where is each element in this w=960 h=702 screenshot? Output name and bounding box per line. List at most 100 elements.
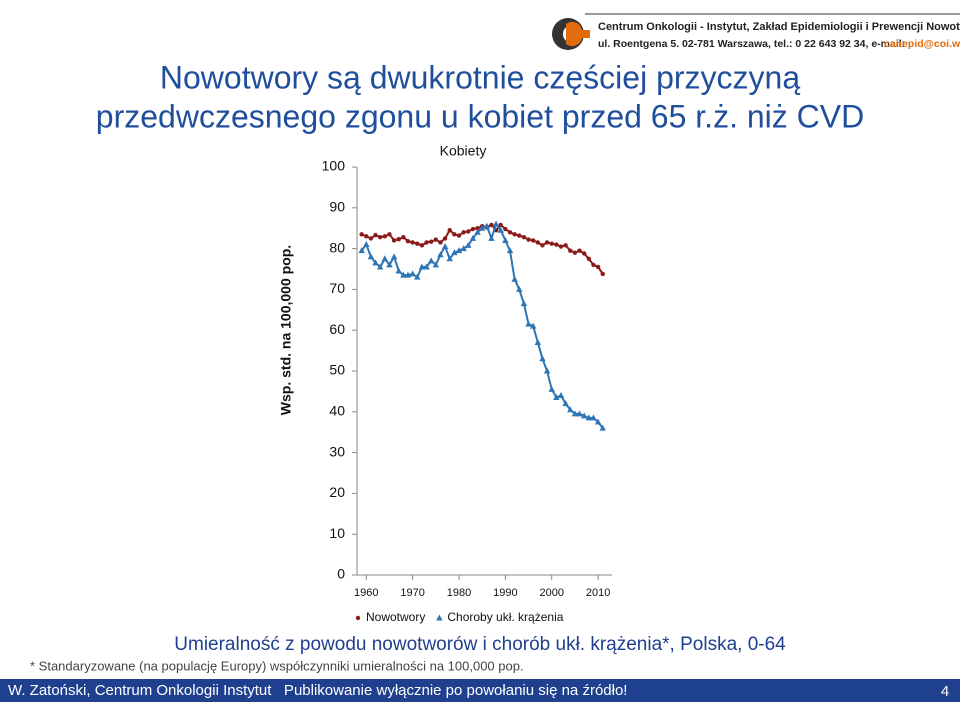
marker xyxy=(548,385,555,392)
footer-text: W. Zatoński, Centrum Onkologii Instytut … xyxy=(8,682,627,699)
logo xyxy=(566,21,590,47)
marker xyxy=(543,367,551,374)
marker xyxy=(460,245,467,252)
chart-title: Kobiety xyxy=(440,143,487,159)
marker xyxy=(530,238,536,243)
marker xyxy=(396,237,401,242)
marker xyxy=(409,270,416,277)
marker xyxy=(373,232,378,238)
marker xyxy=(506,247,514,254)
marker xyxy=(526,237,531,242)
marker xyxy=(594,418,602,425)
y-tick-label: 10 xyxy=(329,525,345,541)
marker xyxy=(418,263,426,270)
marker xyxy=(358,247,365,254)
marker xyxy=(452,232,457,237)
marker xyxy=(470,226,476,232)
marker xyxy=(414,273,421,280)
marker xyxy=(557,391,565,398)
marker xyxy=(446,255,453,262)
marker xyxy=(461,230,466,235)
marker xyxy=(438,240,443,245)
y-tick-label: 20 xyxy=(329,484,345,500)
marker xyxy=(474,228,481,235)
marker xyxy=(469,234,477,241)
marker xyxy=(419,243,425,248)
marker xyxy=(400,271,407,278)
footer-bar xyxy=(0,679,960,702)
marker xyxy=(498,222,503,228)
marker xyxy=(386,261,393,268)
marker xyxy=(415,241,420,246)
x-tick-label: 2010 xyxy=(586,587,610,599)
marker xyxy=(562,400,569,407)
marker xyxy=(489,222,494,228)
marker xyxy=(436,614,443,621)
marker xyxy=(437,251,444,258)
marker xyxy=(558,244,564,249)
marker xyxy=(595,264,601,270)
marker xyxy=(572,250,578,255)
marker xyxy=(492,220,500,227)
marker xyxy=(372,259,379,266)
marker xyxy=(503,226,508,232)
marker xyxy=(535,240,541,245)
y-tick-label: 80 xyxy=(329,239,345,255)
y-tick-label: 0 xyxy=(337,566,345,582)
marker xyxy=(395,267,402,274)
marker xyxy=(497,226,504,233)
marker xyxy=(401,234,406,240)
marker xyxy=(567,406,574,413)
marker xyxy=(540,243,545,248)
marker xyxy=(529,322,537,329)
header-email: canepid@coi.waw.pl xyxy=(884,38,960,50)
caption: Umieralność z powodu nowotworów i chorób… xyxy=(174,634,786,655)
marker xyxy=(502,236,509,243)
marker xyxy=(387,232,392,237)
marker xyxy=(390,253,398,260)
marker xyxy=(516,285,523,292)
marker xyxy=(525,320,532,327)
marker xyxy=(554,242,559,247)
marker xyxy=(391,238,397,243)
marker xyxy=(539,355,546,362)
marker xyxy=(382,234,388,239)
marker xyxy=(571,410,579,417)
y-tick-label: 30 xyxy=(329,443,345,459)
marker xyxy=(600,271,605,277)
y-tick-label: 40 xyxy=(329,403,345,419)
marker xyxy=(447,228,452,233)
y-tick-label: 60 xyxy=(329,321,345,337)
marker xyxy=(381,255,389,262)
marker xyxy=(428,239,434,244)
marker xyxy=(517,233,522,238)
marker xyxy=(364,234,369,239)
footnote: * Standaryzowane (na populację Europy) w… xyxy=(30,658,524,673)
y-axis-label: Wsp. std. na 100,000 pop. xyxy=(278,245,294,415)
marker xyxy=(599,424,606,431)
y-tick-label: 90 xyxy=(329,199,345,215)
marker xyxy=(427,257,435,264)
marker xyxy=(586,256,592,261)
x-tick-label: 1990 xyxy=(493,587,517,599)
x-tick-label: 2000 xyxy=(539,587,563,599)
marker xyxy=(483,222,491,229)
marker xyxy=(576,410,583,417)
marker xyxy=(451,249,458,256)
marker xyxy=(423,263,430,270)
marker xyxy=(563,243,568,248)
marker xyxy=(456,233,462,238)
marker xyxy=(466,229,471,234)
marker xyxy=(355,615,361,621)
slide-title: Nowotwory są dwukrotnie częściej przyczy… xyxy=(160,59,800,95)
marker xyxy=(475,226,480,231)
legend-label: Nowotwory xyxy=(366,610,425,624)
x-tick-label: 1980 xyxy=(447,587,471,599)
marker xyxy=(377,234,383,240)
header-address: ul. Roentgena 5. 02-781 Warszawa, tel.: … xyxy=(598,38,905,50)
marker xyxy=(441,243,449,250)
marker xyxy=(577,248,582,253)
marker xyxy=(581,251,587,256)
